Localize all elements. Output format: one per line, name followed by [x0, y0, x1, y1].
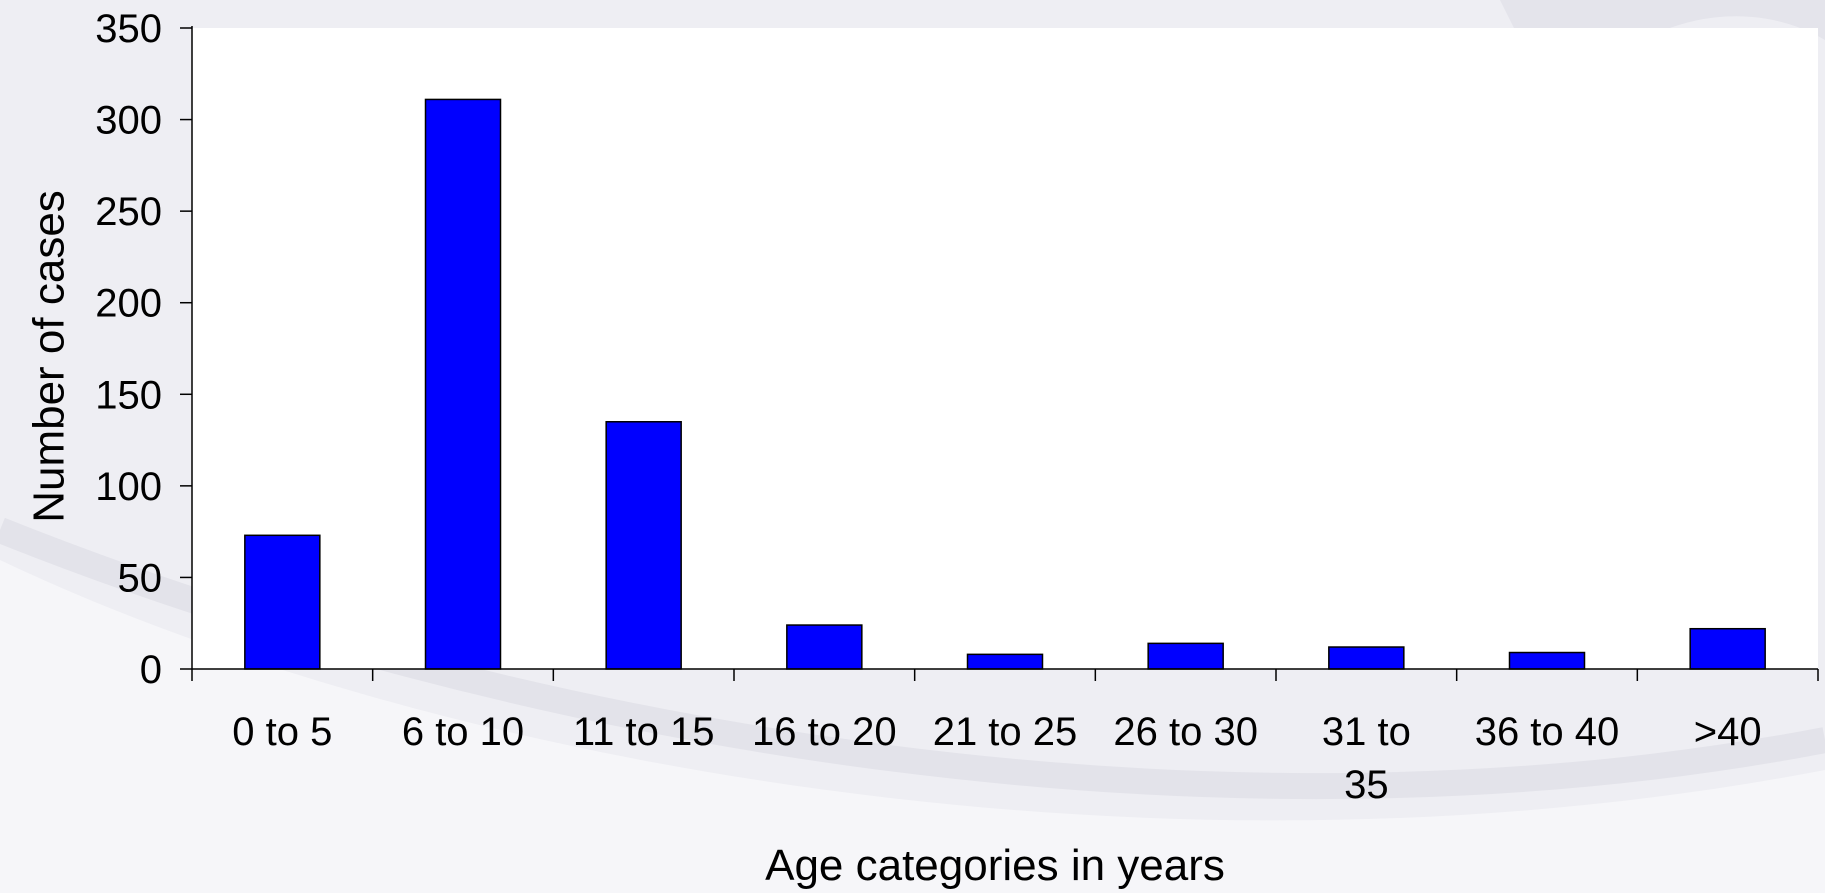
x-tick-label-line: 26 to 30: [1113, 710, 1258, 754]
bar-8: [1689, 627, 1766, 670]
bar-5: [1147, 642, 1224, 670]
y-tick-label: 150: [95, 373, 162, 417]
x-tick-label-line: 6 to 10: [402, 710, 524, 754]
x-tick-label: 26 to 30: [1113, 710, 1258, 754]
x-tick-label-line: 0 to 5: [232, 710, 332, 754]
y-axis-title: Number of cases: [24, 190, 73, 523]
y-axis-tick-labels: 0 50 100 150 200 250 300 350: [95, 7, 162, 692]
bar-1: [424, 98, 502, 670]
x-tick-label: 11 to 15: [573, 710, 715, 754]
x-tick-label-line: 11 to 15: [573, 710, 715, 754]
y-axis-ticks: [180, 27, 192, 670]
x-tick-label-line: 21 to 25: [933, 710, 1078, 754]
x-axis-tick-labels: 0 to 5 6 to 10 11 to 15 16 to 20 21 to 25 26 …: [232, 710, 1761, 807]
x-tick-label: 16 to 20: [752, 710, 897, 754]
bars: [244, 98, 1766, 670]
x-tick-label: 6 to 10: [402, 710, 524, 754]
y-tick-label: 100: [95, 465, 162, 509]
y-tick-label: 250: [95, 190, 162, 234]
x-tick-label: 31 to 35: [1322, 710, 1411, 807]
x-tick-label-line: >40: [1694, 710, 1762, 754]
x-tick-label: 0 to 5: [232, 710, 332, 754]
y-tick-label: 200: [95, 282, 162, 326]
x-tick-label: 21 to 25: [933, 710, 1078, 754]
bar-3: [786, 624, 863, 670]
y-tick-label: 50: [118, 556, 163, 600]
bar-0: [244, 534, 321, 670]
bar-7: [1508, 651, 1586, 670]
x-tick-label-line: 31 to: [1322, 710, 1411, 754]
y-tick-label: 0: [140, 648, 162, 692]
bar-4: [966, 653, 1044, 670]
y-tick-label: 350: [95, 7, 162, 51]
x-axis-ticks: [191, 669, 1819, 681]
x-tick-label: 36 to 40: [1475, 710, 1620, 754]
x-tick-label-line: 35: [1344, 763, 1389, 807]
bar-6: [1328, 646, 1405, 670]
bar-2: [605, 421, 682, 670]
x-axis-title: Age categories in years: [765, 841, 1225, 890]
y-tick-label: 300: [95, 99, 162, 143]
x-tick-label: >40: [1694, 710, 1762, 754]
x-tick-label-line: 16 to 20: [752, 710, 897, 754]
x-tick-label-line: 36 to 40: [1475, 710, 1620, 754]
